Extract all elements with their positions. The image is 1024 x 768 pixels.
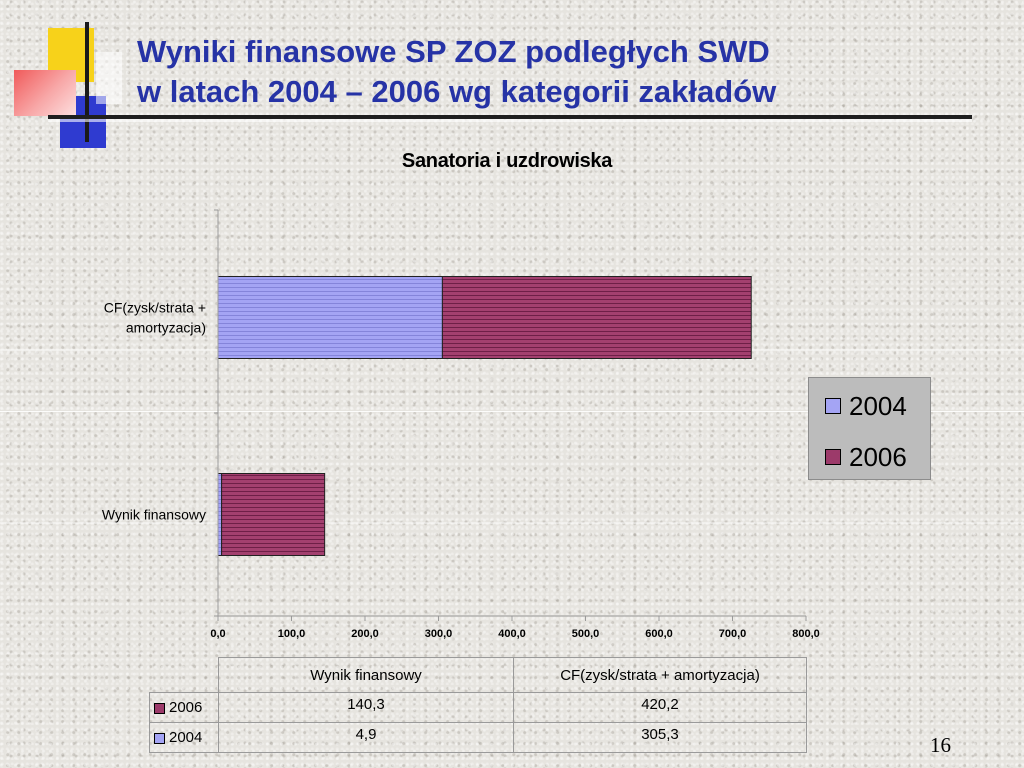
bar-2004-0 [217, 473, 223, 556]
logo-vertical-line [85, 22, 89, 142]
data-table-header-cf: CF(zysk/strata + amortyzacja) [513, 657, 807, 693]
slide-title: Wyniki finansowe SP ZOZ podległych SWD w… [137, 32, 776, 112]
bar-2004-1 [217, 276, 443, 359]
chart-title: Sanatoria i uzdrowiska [401, 150, 613, 172]
x-tick-label: 400,0 [498, 628, 526, 640]
plot-axes [214, 209, 807, 621]
logo-graphic [0, 0, 130, 160]
x-tick-label: 200,0 [351, 628, 379, 640]
legend-label-2004: 2004 [849, 390, 907, 421]
data-table-row-2006: 2006 140,3 420,2 [149, 692, 807, 723]
logo-red-square [14, 70, 76, 116]
data-table: Wynik finansowy CF(zysk/strata + amortyz… [149, 657, 807, 753]
x-tick-label: 500,0 [572, 628, 600, 640]
page-number: 16 [930, 733, 951, 757]
x-tick-label: 700,0 [719, 628, 747, 640]
series-swatch [154, 702, 165, 714]
data-table-header-row: Wynik finansowy CF(zysk/strata + amortyz… [150, 657, 807, 693]
x-tick-label: 300,0 [425, 628, 453, 640]
legend-item-2006: 2006 [825, 442, 907, 472]
x-tick-label: 100,0 [278, 628, 306, 640]
data-table-row-label: 2006 [149, 692, 219, 723]
slide-title-line2: w latach 2004 – 2006 wg kategorii zakład… [137, 74, 777, 109]
series-swatch [154, 732, 165, 744]
chart-legend: 2004 2006 [808, 377, 931, 480]
logo-white-square [96, 52, 122, 104]
category-label: amortyzacja) [126, 320, 206, 336]
legend-item-2004: 2004 [825, 391, 907, 421]
legend-swatch-2006 [825, 449, 841, 465]
x-tick-label: 600,0 [645, 628, 673, 640]
plot-bars [217, 276, 752, 556]
data-table-row-2004: 2004 4,9 305,3 [149, 722, 807, 753]
plot-labels: Wynik finansowy CF(zysk/strata + amortyzac… [102, 300, 820, 641]
x-tick-label: 800,0 [792, 628, 820, 640]
data-table-cell: 4,9 [218, 722, 514, 753]
data-table-header-wynik: Wynik finansowy [218, 657, 514, 693]
bar-2006-1 [441, 276, 752, 359]
slide-title-line1: Wyniki finansowe SP ZOZ podległych SWD [137, 34, 770, 69]
legend-label-2006: 2006 [849, 441, 907, 472]
title-underline-highlight [48, 119, 972, 122]
data-table-cell: 305,3 [513, 722, 807, 753]
data-table-row-label: 2004 [149, 722, 219, 753]
legend-swatch-2004 [825, 398, 841, 414]
bar-2006-0 [221, 473, 326, 556]
title-underline [48, 115, 972, 119]
x-tick-label: 0,0 [210, 628, 225, 640]
category-label: CF(zysk/strata + [104, 300, 206, 316]
data-table-cell: 420,2 [513, 692, 807, 723]
data-table-cell: 140,3 [218, 692, 514, 723]
category-label: Wynik finansowy [102, 507, 206, 523]
